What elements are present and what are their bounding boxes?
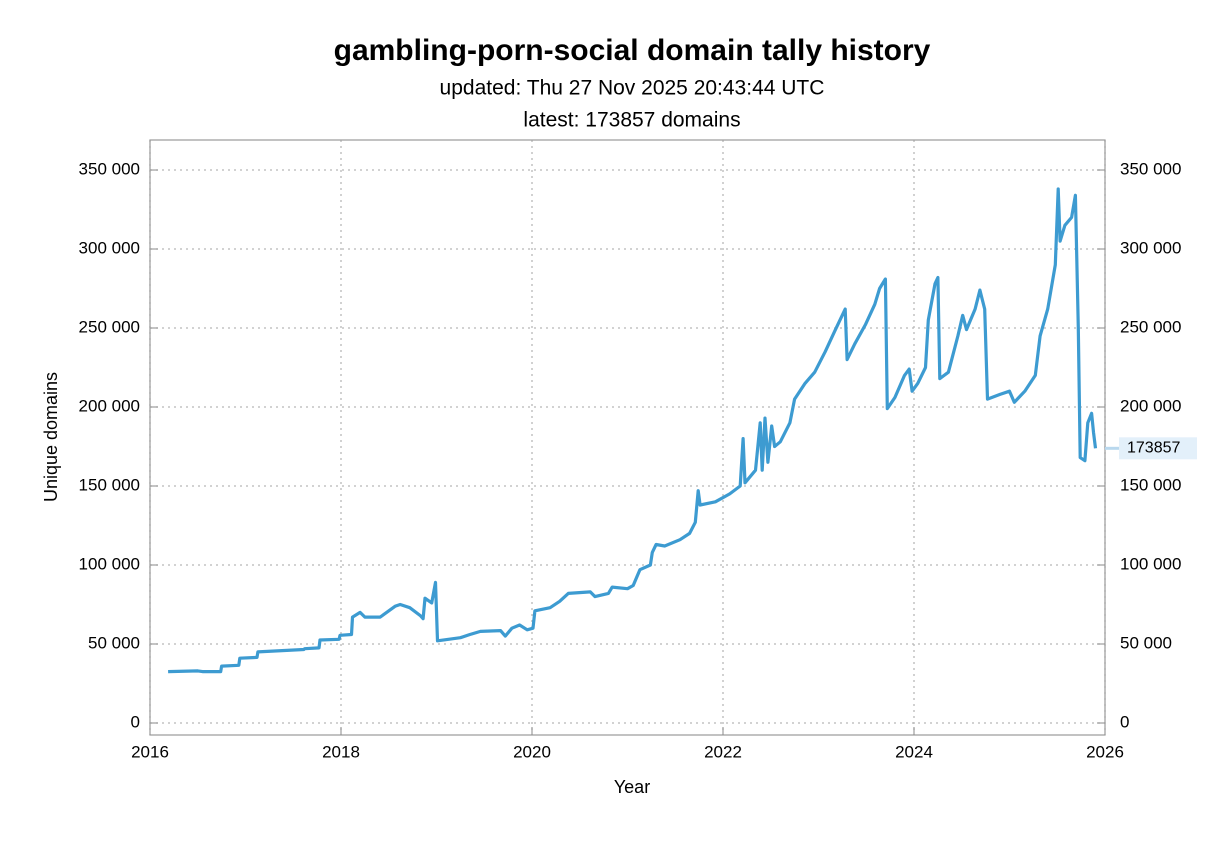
x-tick-label: 2024 [895,742,933,761]
y-tick-label: 300 000 [79,238,140,257]
y-tick-label: 350 000 [79,160,140,179]
data-line [168,187,1098,674]
x-tick-label: 2020 [513,742,551,761]
y2-tick-label: 100 000 [1120,554,1181,573]
y-tick-label: 250 000 [79,317,140,336]
chart-subtitle: updated: Thu 27 Nov 2025 20:43:44 UTC [440,77,825,100]
x-tick-label: 2018 [322,742,360,761]
x-axis-label: Year [614,777,650,797]
y2-tick-label: 350 000 [1120,160,1181,179]
y-tick-label: 0 [131,712,140,731]
y-tick-label: 150 000 [79,475,140,494]
x-tick-label: 2026 [1086,742,1124,761]
y-axis-label: Unique domains [41,372,61,502]
y-tick-label: 100 000 [79,554,140,573]
y2-tick-label: 200 000 [1120,396,1181,415]
y2-tick-label: 50 000 [1120,633,1172,652]
x-tick-label: 2016 [131,742,169,761]
y2-tick-label: 300 000 [1120,238,1181,257]
chart-title: gambling-porn-social domain tally histor… [334,34,931,67]
plot-frame [149,139,1106,736]
x-tick-label: 2022 [704,742,742,761]
y2-tick-label: 0 [1120,712,1129,731]
y-tick-label: 50 000 [88,633,140,652]
y-tick-label: 200 000 [79,396,140,415]
y2-tick-label: 150 000 [1120,475,1181,494]
y2-tick-label: 250 000 [1120,317,1181,336]
end-label-bg [1119,437,1197,460]
end-label: 173857 [1127,440,1180,457]
chart-subtitle: latest: 173857 domains [523,109,740,132]
